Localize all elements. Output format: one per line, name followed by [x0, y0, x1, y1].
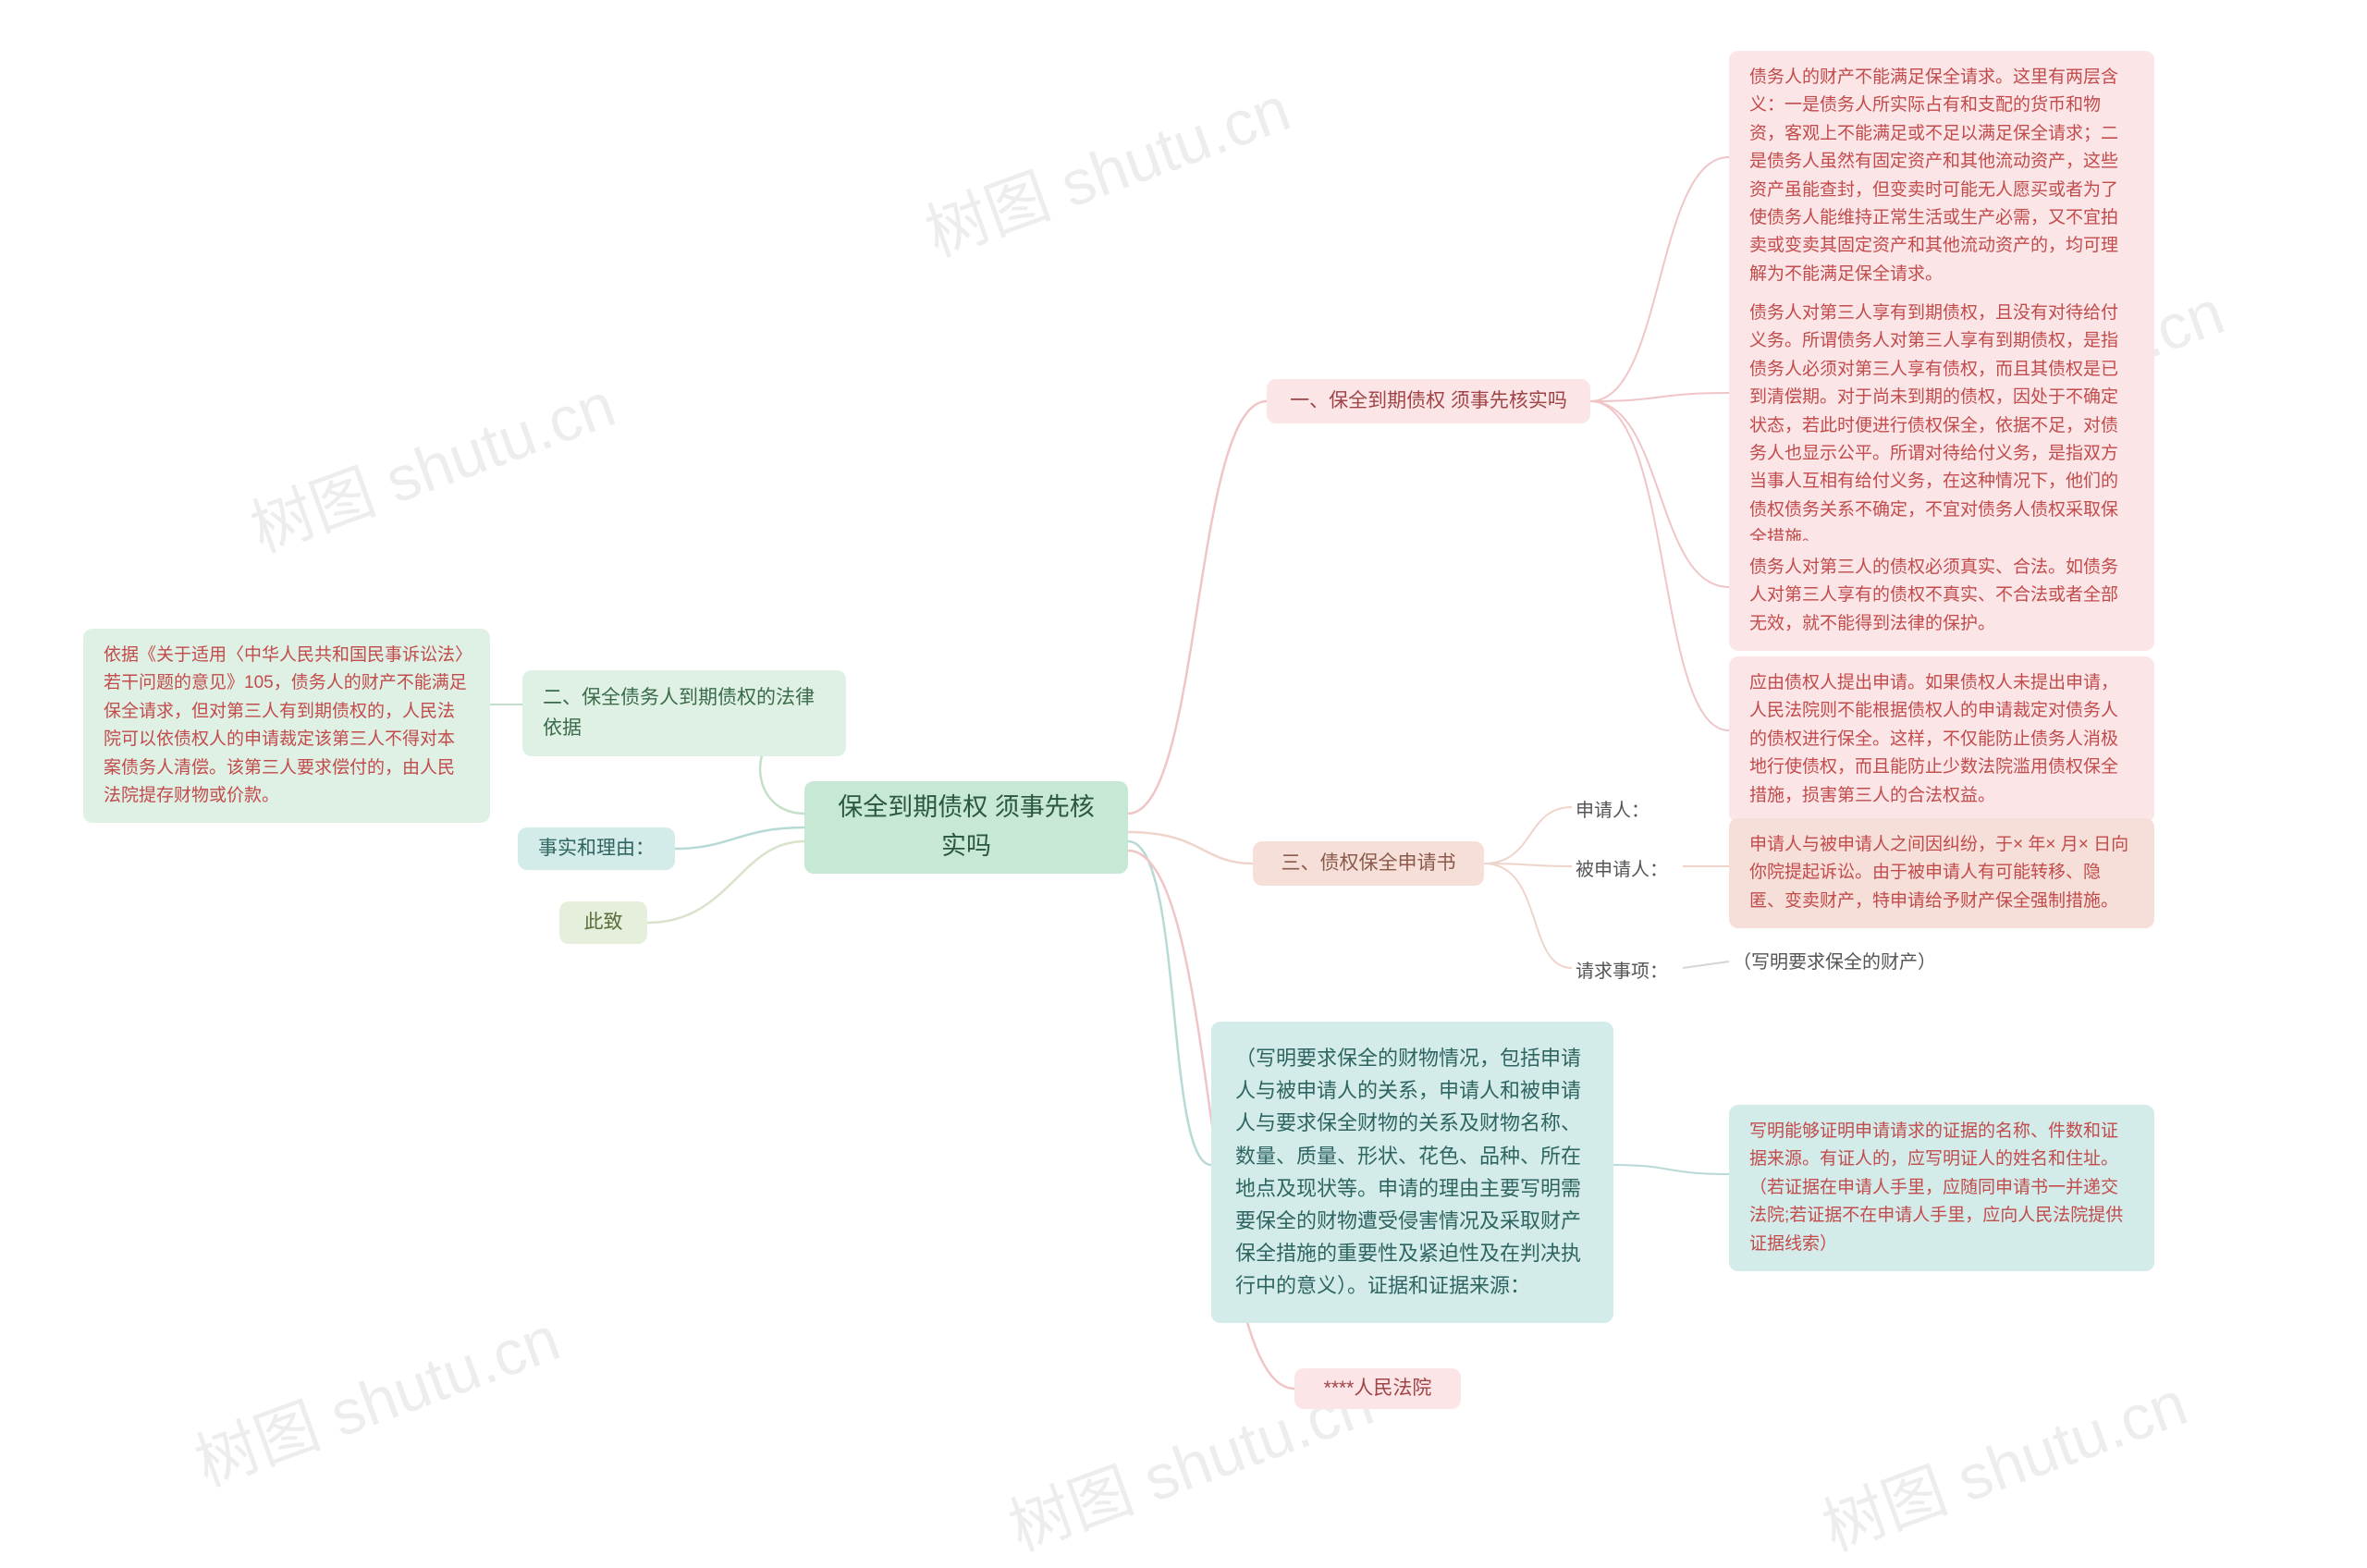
watermark: 树图 shutu.cn: [911, 58, 1300, 275]
branch-5-label-request: 请求事项：: [1572, 952, 1672, 992]
mindmap-canvas: 树图 shutu.cn 树图 shutu.cn 树图 shutu.cn 树图 s…: [0, 0, 2367, 1499]
branch-1[interactable]: 一、保全到期债权 须事先核实吗: [1267, 379, 1590, 423]
center-node[interactable]: 保全到期债权 须事先核实吗: [804, 781, 1128, 874]
watermark: 树图 shutu.cn: [236, 354, 625, 570]
branch-6-leaf-1[interactable]: 写明能够证明申请请求的证据的名称、件数和证据来源。有证人的，应写明证人的姓名和住…: [1729, 1105, 2154, 1271]
branch-5-label-applicant: 申请人：: [1572, 791, 1653, 831]
branch-5-request-text: （写明要求保全的财产）: [1729, 943, 1940, 983]
watermark: 树图 shutu.cn: [1808, 1353, 2197, 1568]
watermark: 树图 shutu.cn: [180, 1288, 570, 1504]
branch-1-leaf-1[interactable]: 债务人的财产不能满足保全请求。这里有两层含义：一是债务人所实际占有和支配的货币和…: [1729, 51, 2154, 301]
branch-3[interactable]: 事实和理由：: [518, 827, 675, 870]
branch-1-leaf-2[interactable]: 债务人对第三人享有到期债权，且没有对待给付义务。所谓债务人对第三人享有到期债权，…: [1729, 287, 2154, 566]
branch-5-respondent-text[interactable]: 申请人与被申请人之间因纠纷，于× 年× 月× 日向你院提起诉讼。由于被申请人有可…: [1729, 818, 2154, 928]
branch-7[interactable]: ****人民法院: [1294, 1368, 1461, 1409]
branch-5[interactable]: 三、债权保全申请书: [1253, 841, 1484, 886]
branch-1-leaf-3[interactable]: 债务人对第三人的债权必须真实、合法。如债务人对第三人享有的债权不真实、不合法或者…: [1729, 541, 2154, 651]
branch-6[interactable]: （写明要求保全的财物情况，包括申请人与被申请人的关系，申请人和被申请人与要求保全…: [1211, 1022, 1613, 1323]
branch-1-leaf-4[interactable]: 应由债权人提出申请。如果债权人未提出申请，人民法院则不能根据债权人的申请裁定对债…: [1729, 656, 2154, 823]
branch-2-leaf-1[interactable]: 依据《关于适用〈中华人民共和国民事诉讼法〉若干问题的意见》105，债务人的财产不…: [83, 629, 490, 823]
branch-2[interactable]: 二、保全债务人到期债权的法律依据: [522, 670, 846, 756]
branch-4[interactable]: 此致: [559, 901, 647, 944]
branch-5-label-respondent: 被申请人：: [1572, 851, 1672, 890]
